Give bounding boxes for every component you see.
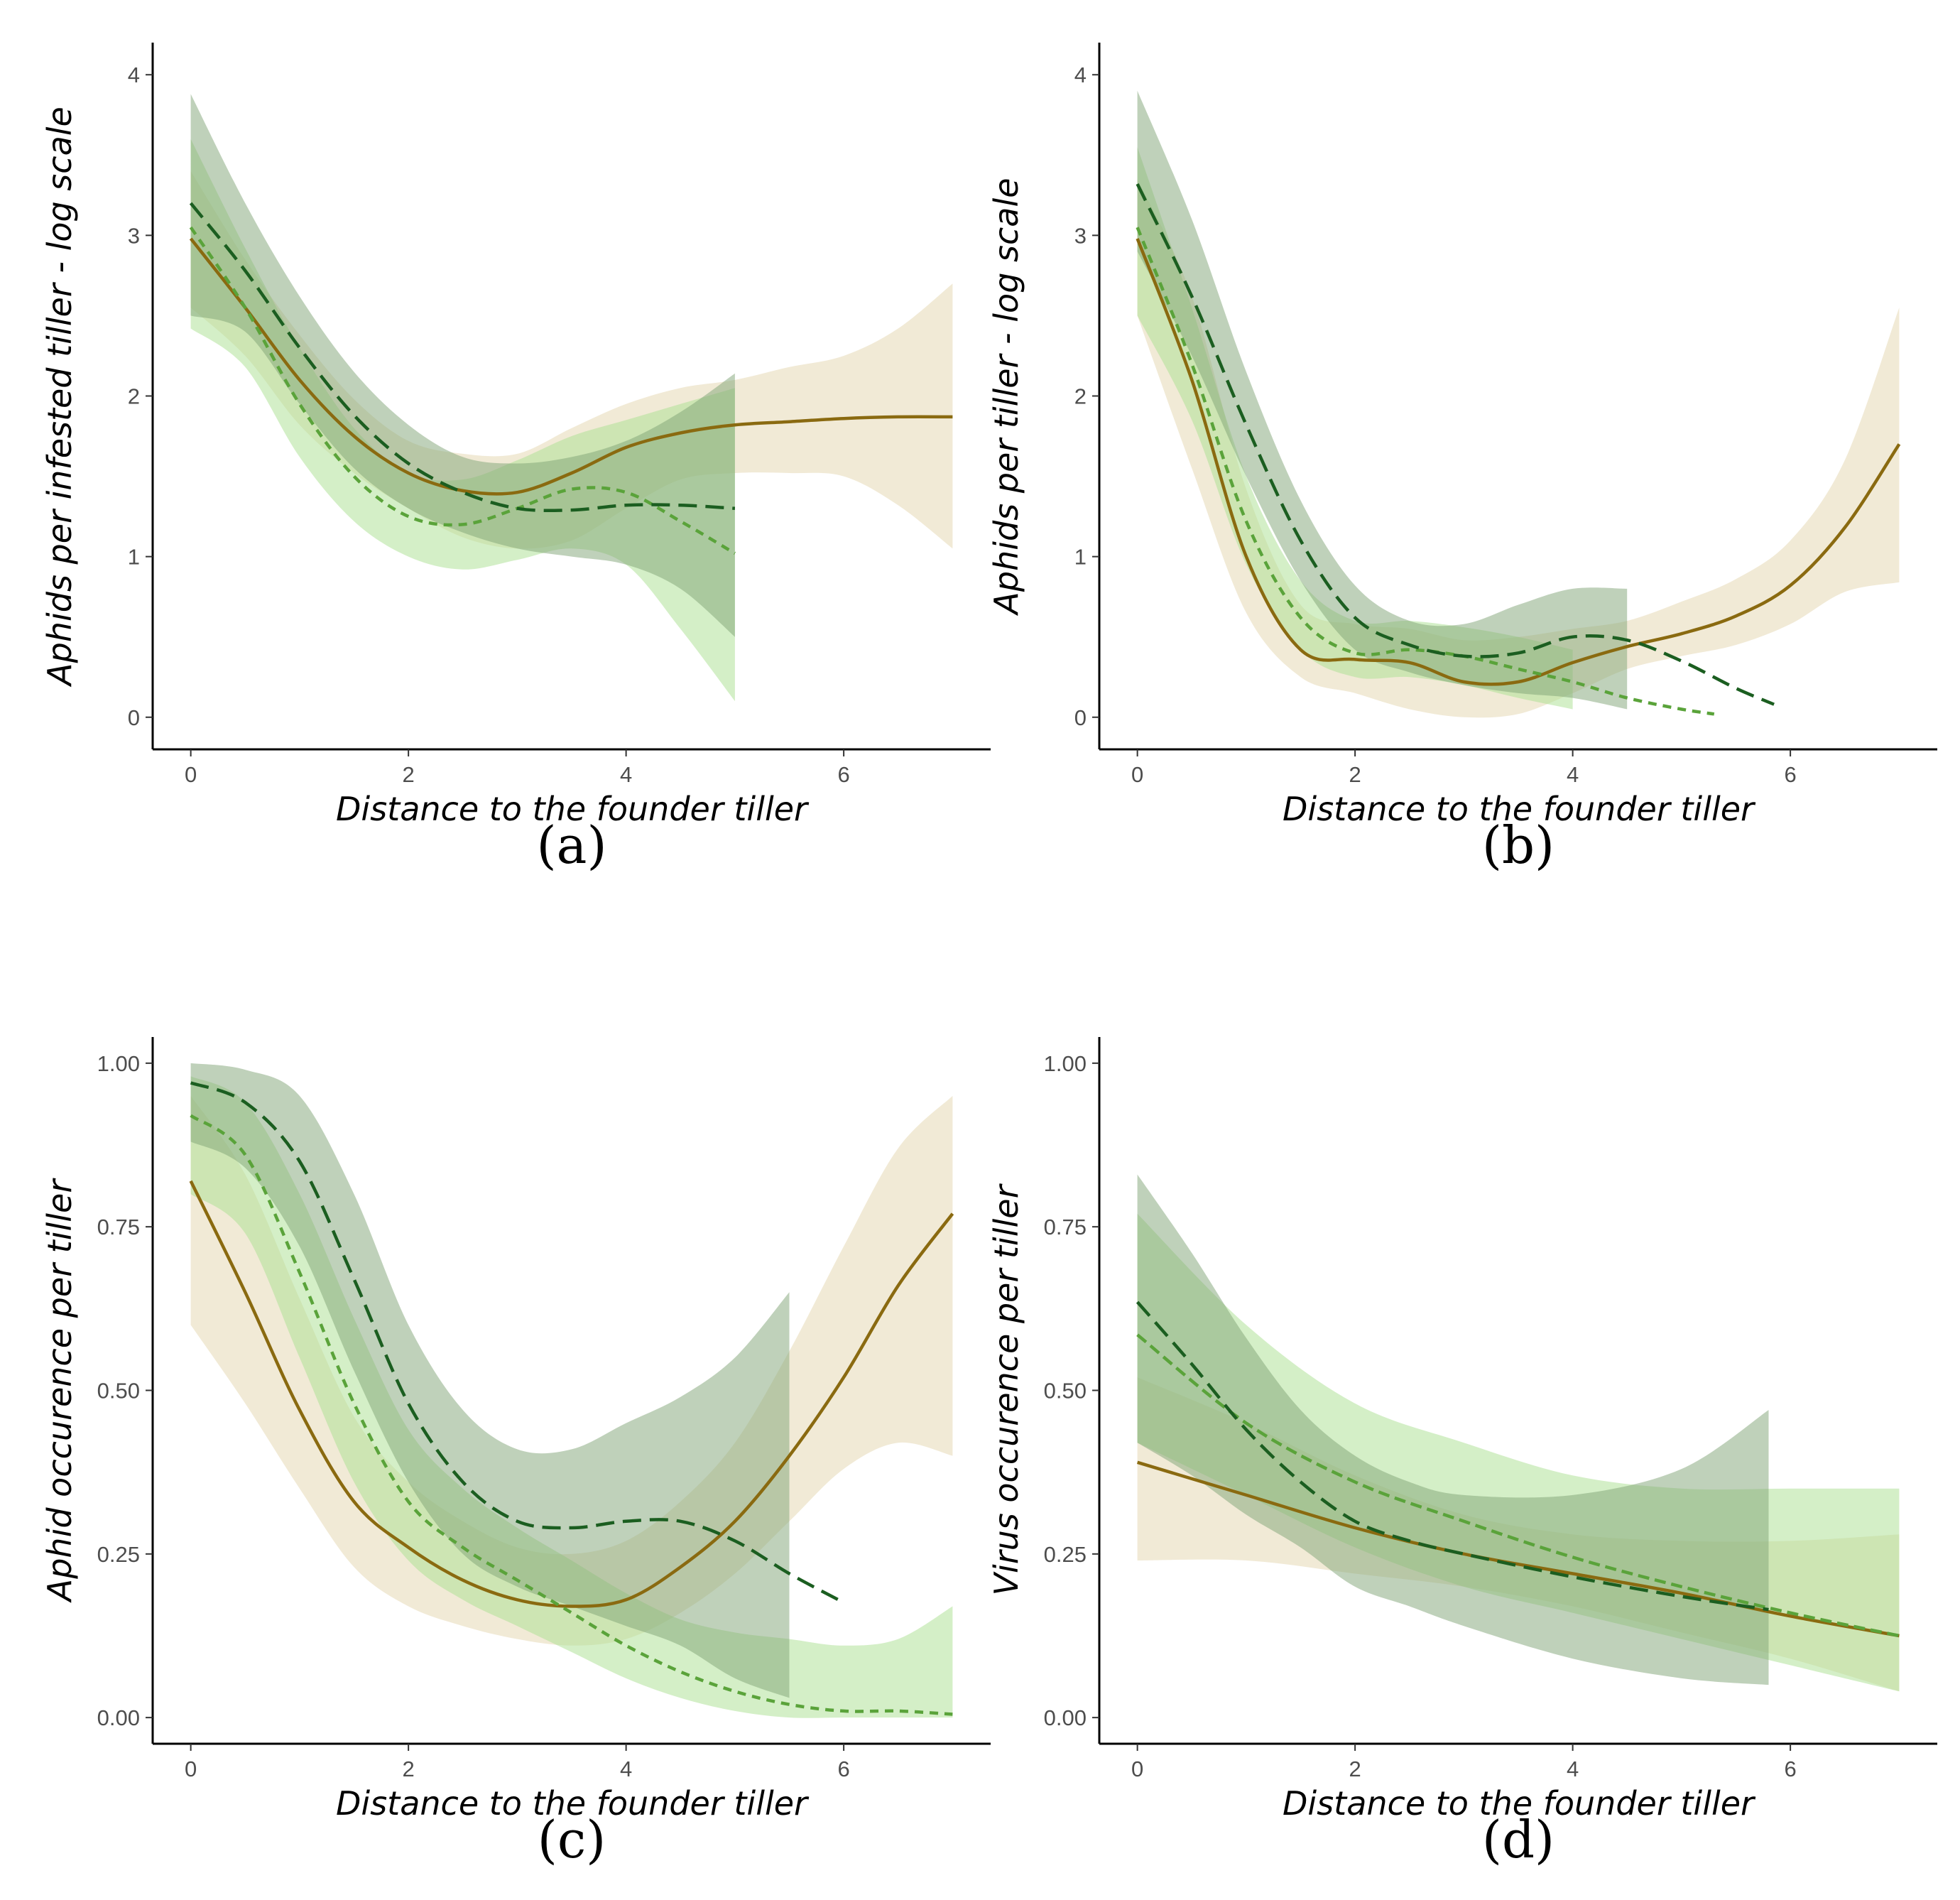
- x-axis-title: Distance to the founder tiller: [336, 1784, 810, 1823]
- x-tick-label: 6: [837, 1757, 849, 1781]
- axes: 0.00 0.25 0.50 0.75 1.00 0 2 4 6: [97, 1037, 991, 1781]
- y-tick-label: 4: [1074, 63, 1087, 87]
- x-tick-label: 4: [1567, 1757, 1579, 1781]
- panel-b: (b) Distance to the founder tiller Aphid…: [987, 43, 1937, 875]
- series-line-dark-green: [190, 1081, 839, 1602]
- y-tick-label: 1.00: [97, 1051, 140, 1076]
- panel-label: (d): [1482, 1810, 1555, 1869]
- x-axis-title: Distance to the founder tiller: [1283, 1784, 1756, 1823]
- y-tick-label: 0.50: [97, 1379, 140, 1404]
- y-tick-label: 0: [128, 705, 140, 730]
- x-tick-label: 4: [620, 762, 632, 787]
- y-tick-label: 0.50: [1044, 1379, 1087, 1404]
- y-tick-label: 0.00: [1044, 1705, 1087, 1730]
- y-tick-label: 2: [128, 384, 140, 409]
- confidence-band-dark-green: [1137, 1174, 1769, 1685]
- series-line-light-green: [190, 1114, 953, 1716]
- x-tick-label: 4: [1567, 762, 1579, 787]
- series-line-dark-green: [1136, 1301, 1769, 1612]
- plot-area: [189, 1063, 954, 1718]
- panel-label: (a): [536, 815, 606, 875]
- y-tick-label: 1: [128, 545, 140, 570]
- x-axis-title: Distance to the founder tiller: [1283, 790, 1756, 828]
- x-tick-label: 6: [1784, 762, 1796, 787]
- y-tick-label: 4: [128, 63, 140, 87]
- series-line-light-green: [1136, 227, 1715, 716]
- panel-c: (c) Distance to the founder tiller Aphid…: [40, 1037, 991, 1869]
- y-axis-title: Virus occurence per tiller: [987, 1183, 1025, 1595]
- axes: 0.00 0.25 0.50 0.75 1.00 0 2 4 6: [1044, 1037, 1937, 1781]
- x-tick-label: 0: [185, 762, 197, 787]
- series-line-dark-green: [1136, 183, 1775, 706]
- series-line-olive: [1136, 238, 1901, 686]
- series-line-light-green: [189, 226, 736, 555]
- panel-d: (d) Distance to the founder tiller Virus…: [987, 1037, 1937, 1869]
- x-tick-label: 6: [837, 762, 849, 787]
- x-tick-label: 0: [185, 1757, 197, 1781]
- confidence-band-dark-green: [190, 1063, 790, 1698]
- y-tick-label: 2: [1074, 384, 1087, 409]
- y-tick-label: 0: [1074, 705, 1087, 730]
- panel-label: (c): [538, 1810, 606, 1869]
- confidence-band-dark-green: [1137, 90, 1628, 710]
- confidence-band-light-green: [190, 139, 735, 702]
- series-line-olive: [189, 1180, 954, 1608]
- y-tick-label: 0.75: [97, 1215, 140, 1239]
- y-tick-label: 0.25: [1044, 1542, 1087, 1567]
- series-line-dark-green: [189, 202, 736, 513]
- y-tick-label: 1.00: [1044, 1051, 1087, 1076]
- series-line-olive: [189, 237, 953, 496]
- x-tick-label: 4: [620, 1757, 632, 1781]
- plot-area: [1136, 90, 1901, 718]
- x-tick-label: 2: [1349, 1757, 1361, 1781]
- series-line-olive: [1136, 1460, 1900, 1638]
- y-axis-title: Aphids per infested tiller - log scale: [40, 107, 79, 688]
- plot-area: [189, 94, 953, 702]
- y-axis-title: Aphids per tiller - log scale: [987, 178, 1025, 616]
- x-tick-label: 6: [1784, 1757, 1796, 1781]
- x-tick-label: 2: [1349, 762, 1361, 787]
- y-tick-label: 1: [1074, 545, 1087, 570]
- x-axis-title: Distance to the founder tiller: [336, 790, 810, 828]
- y-tick-label: 3: [128, 223, 140, 248]
- axes: 0 1 2 3 4 0 2 4 6: [1074, 43, 1937, 787]
- y-tick-label: 3: [1074, 223, 1087, 248]
- y-tick-label: 0.00: [97, 1705, 140, 1730]
- confidence-band-dark-green: [190, 94, 735, 637]
- panel-a: (a) Distance to the founder tiller Aphid…: [40, 43, 991, 875]
- panel-label: (b): [1482, 815, 1555, 875]
- y-axis-title: Aphid occurence per tiller: [40, 1178, 79, 1604]
- plot-area: [1136, 1174, 1900, 1692]
- x-tick-label: 0: [1131, 762, 1143, 787]
- series-line-light-green: [1136, 1333, 1900, 1638]
- y-tick-label: 0.25: [97, 1542, 140, 1567]
- x-tick-label: 0: [1131, 1757, 1143, 1781]
- y-tick-label: 0.75: [1044, 1215, 1087, 1239]
- x-tick-label: 2: [403, 1757, 415, 1781]
- x-tick-label: 2: [403, 762, 415, 787]
- axes: 0 1 2 3 4 0 2 4 6: [128, 43, 991, 787]
